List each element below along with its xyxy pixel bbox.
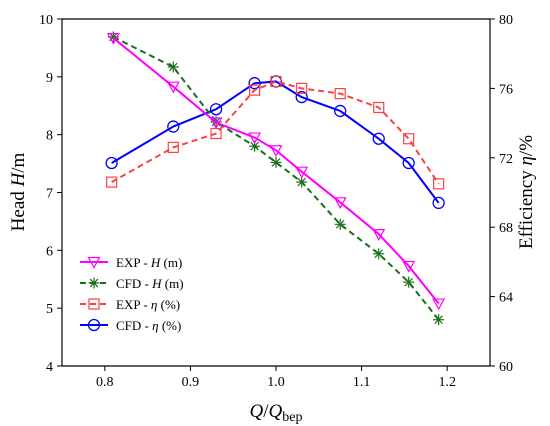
data-point [248,132,262,145]
y-left-tick-label: 4 [46,360,53,375]
y-right-axis-title: Efficiency η/% [516,135,537,249]
y-left-tick-label: 7 [46,187,53,202]
y-left-tick-label: 9 [46,71,53,86]
series-line [111,80,440,204]
legend-label: EXP - η (%) [116,297,180,312]
data-point [270,156,282,168]
series-0 [106,32,446,311]
data-point [209,103,223,116]
x-tick-label: 1.0 [267,375,285,390]
series-layer [105,31,446,326]
data-point [373,101,385,114]
data-point [209,117,223,130]
data-point [248,77,261,90]
y-right-tick-label: 72 [499,152,513,167]
data-point [295,166,309,179]
data-point [105,156,118,170]
data-point [166,81,180,94]
data-point [167,120,180,133]
x-tick-label: 0.9 [182,375,200,390]
y-left-tick-label: 6 [46,244,53,259]
data-point [432,298,446,311]
data-point [167,61,179,73]
data-point [333,197,347,210]
y-left-axis-title: Head H/m [8,152,29,231]
data-point [167,141,179,153]
data-point [106,176,118,188]
series-3 [105,75,445,210]
y-right-tick-label: 80 [499,13,513,28]
data-point [106,32,120,45]
data-point [402,260,416,273]
y-left-tick-label: 5 [46,302,53,317]
legend-marker [88,277,100,289]
y-right-tick-label: 64 [499,291,513,306]
data-point [403,133,415,145]
data-point [403,276,415,288]
data-point [432,196,445,210]
y-right-tick-label: 60 [499,360,513,375]
legend-label: EXP - H (m) [116,255,182,270]
data-point [269,145,283,158]
y-left-tick-label: 8 [46,129,53,144]
series-line [111,80,440,185]
legend-marker [88,298,100,310]
x-tick-label: 1.1 [353,375,371,390]
series-line [112,36,440,321]
plot-frame [61,18,491,367]
legend: EXP - H (m) CFD - H (m) EXP - η (%) CFD - η… [80,255,184,333]
data-point [334,88,346,100]
legend-item: CFD - η (%) [80,318,181,333]
data-point [372,132,385,145]
axis-ticks: 0.8 0.9 1.0 1.1 1.2 4 5 6 7 8 9 10 60 64 68 72 76 80 [39,13,513,390]
legend-marker [87,256,101,269]
data-point [296,176,308,188]
legend-item: CFD - H (m) [80,276,184,291]
data-point [334,104,347,118]
data-point [295,90,308,104]
data-point [433,314,445,326]
y-right-tick-label: 76 [499,82,513,97]
x-axis-title: Q/Qbep [250,401,303,425]
legend-item: EXP - η (%) [80,297,180,312]
data-point [402,156,415,170]
x-tick-label: 0.8 [96,375,114,390]
series-line [112,37,440,305]
y-left-tick-label: 10 [39,13,53,28]
data-point [373,248,385,260]
legend-label: CFD - H (m) [116,276,184,291]
legend-marker [87,318,101,332]
legend-item: EXP - H (m) [80,255,182,270]
data-point [270,75,282,88]
data-point [296,82,308,95]
x-tick-label: 1.2 [438,375,456,390]
series-2 [106,75,445,190]
data-point [334,218,346,230]
data-point [433,178,445,190]
legend-label: CFD - η (%) [116,318,181,333]
y-right-tick-label: 68 [499,221,513,236]
data-point [249,84,261,96]
data-point [372,229,386,241]
